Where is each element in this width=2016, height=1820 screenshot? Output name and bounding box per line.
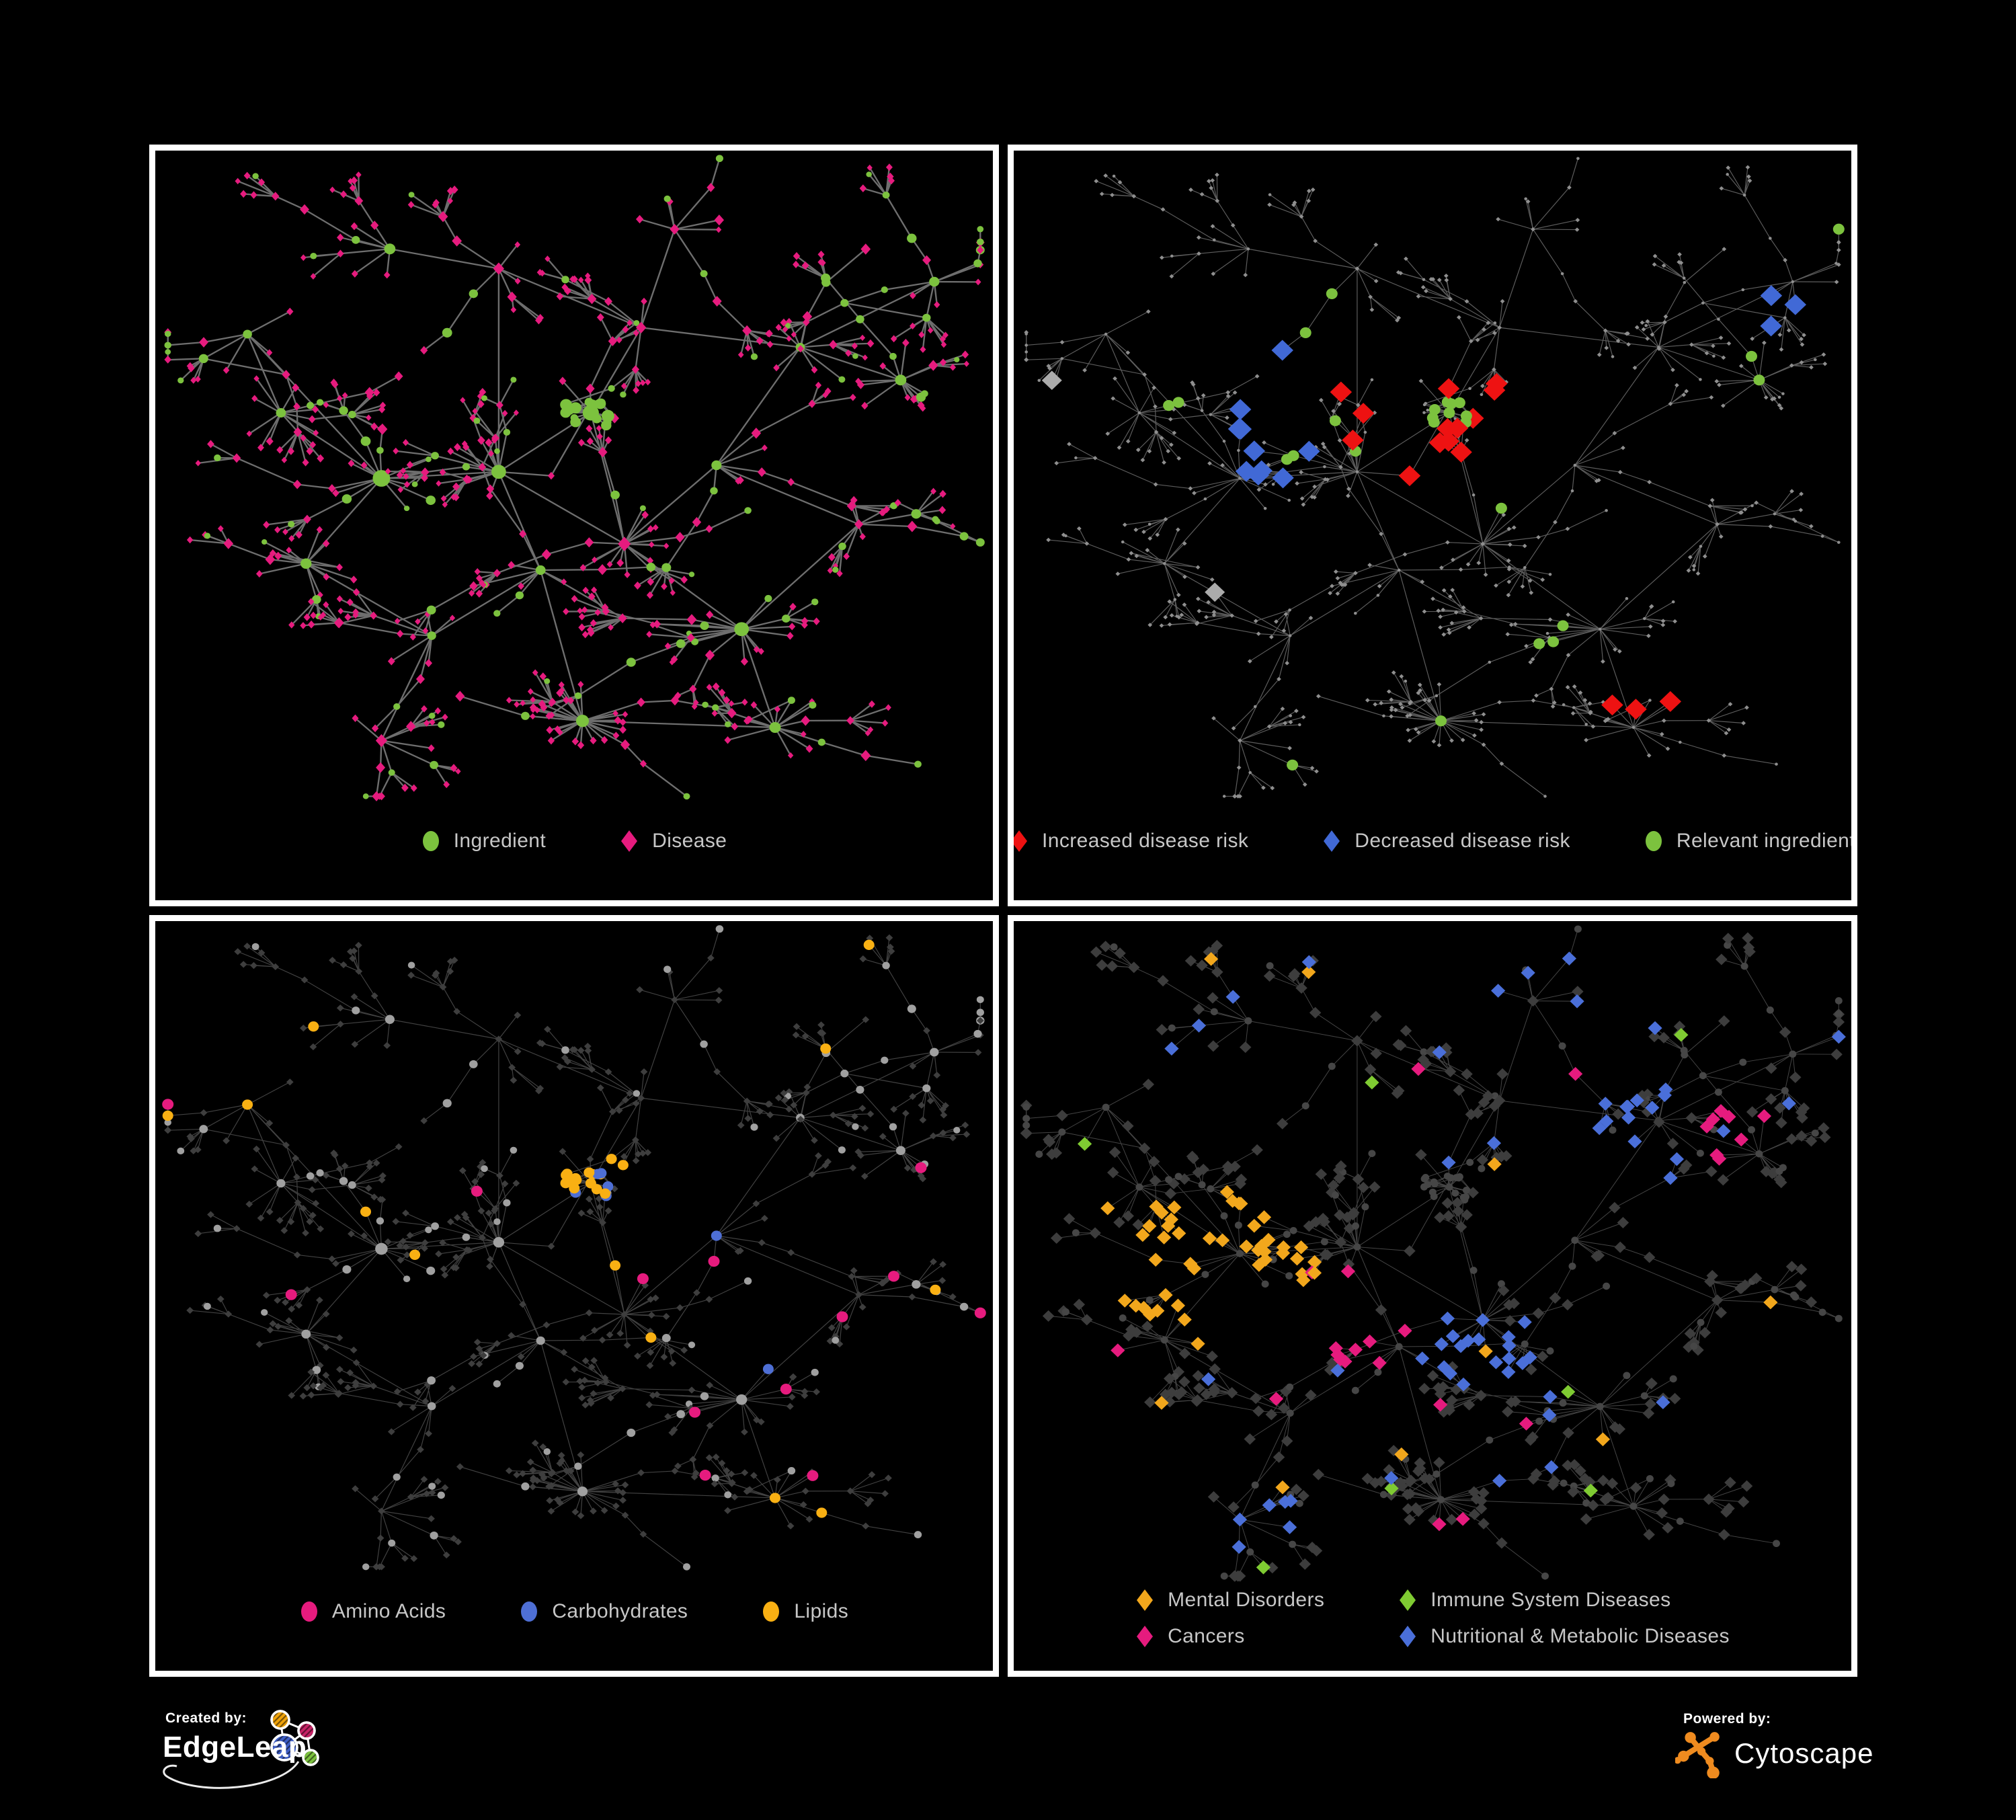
legend-marker-circle-icon [1645, 831, 1662, 851]
cytoscape-credit: Powered by: Cytosc [1675, 1711, 1984, 1819]
legend-item-relevant-ingredient: Relevant ingredient [1644, 829, 1855, 853]
panel-ingredient-disease: Ingredient Disease [149, 145, 999, 906]
legend-marker-diamond-icon [1137, 1626, 1154, 1647]
legend-item-mental-disorders: Mental Disorders [1135, 1588, 1324, 1612]
legend-label: Relevant ingredient [1676, 830, 1855, 852]
legend-label: Increased disease risk [1042, 830, 1249, 852]
panel-grid: Ingredient Disease Increased disease risk… [149, 145, 1857, 1677]
network-graph-disease-risk [1024, 157, 1845, 799]
created-by-label: Created by: [165, 1710, 247, 1726]
legend-disease-risk: Increased disease risk Decreased disease … [1014, 806, 1851, 900]
legend-item-increased-disease-risk: Increased disease risk [1014, 829, 1249, 853]
legend-marker-diamond-icon [1014, 830, 1027, 852]
legend-label: Immune System Diseases [1430, 1589, 1671, 1611]
legend-marker-diamond-icon [1400, 1589, 1416, 1611]
legend-marker-diamond-icon [1324, 830, 1340, 852]
powered-by-label: Powered by: [1683, 1711, 1771, 1727]
legend-label: Lipids [794, 1600, 849, 1622]
legend-item-cancers: Cancers [1135, 1624, 1245, 1649]
legend-label: Cancers [1168, 1625, 1245, 1647]
legend-label: Nutritional & Metabolic Diseases [1430, 1625, 1730, 1647]
legend-item-immune-system-diseases: Immune System Diseases [1398, 1588, 1670, 1612]
legend-marker-circle-icon [422, 831, 439, 851]
legend-marker-diamond-icon [621, 830, 638, 852]
edgeleap-brand-text: EdgeLeap [163, 1731, 307, 1764]
legend-disease-categories: Mental Disorders Immune System Diseases Ca… [1014, 1586, 1851, 1671]
cytoscape-logo-icon [1675, 1732, 1720, 1778]
edgeleap-credit: Created by: EdgeLeap [156, 1708, 452, 1820]
legend-item-ingredient: Ingredient [421, 829, 546, 853]
legend-item-nutritional-metabolic-diseases: Nutritional & Metabolic Diseases [1398, 1624, 1730, 1649]
legend-item-lipids: Lipids [762, 1599, 848, 1624]
legend-marker-circle-icon [521, 1601, 538, 1622]
legend-marker-circle-icon [763, 1601, 780, 1622]
panel-disease-categories: Mental Disorders Immune System Diseases Ca… [1008, 915, 1857, 1677]
legend-label: Mental Disorders [1168, 1589, 1325, 1611]
legend-nutrient-classes: Amino Acids Carbohydrates Lipids [155, 1577, 993, 1671]
legend-label: Ingredient [453, 830, 547, 852]
network-graph-disease-categories [1020, 925, 1846, 1582]
panel-disease-risk: Increased disease risk Decreased disease … [1008, 145, 1857, 906]
legend-label: Disease [652, 830, 727, 852]
legend-ingredient-disease: Ingredient Disease [155, 806, 993, 900]
legend-marker-circle-icon [300, 1601, 317, 1622]
legend-marker-diamond-icon [1400, 1626, 1416, 1647]
network-graph-nutrient-classes [162, 925, 986, 1571]
legend-item-carbohydrates: Carbohydrates [520, 1599, 688, 1624]
legend-item-disease: Disease [620, 829, 727, 853]
network-graph-ingredient-disease [164, 155, 985, 801]
edgeleap-logo-icon [163, 1710, 319, 1789]
legend-label: Carbohydrates [552, 1600, 688, 1622]
legend-item-decreased-disease-risk: Decreased disease risk [1322, 829, 1570, 853]
legend-marker-diamond-icon [1137, 1589, 1154, 1611]
legend-label: Amino Acids [331, 1600, 446, 1622]
cytoscape-brand-text: Cytoscape [1734, 1737, 1874, 1769]
legend-item-amino-acids: Amino Acids [300, 1599, 446, 1624]
panel-nutrient-classes: Amino Acids Carbohydrates Lipids [149, 915, 999, 1677]
legend-label: Decreased disease risk [1355, 830, 1570, 852]
